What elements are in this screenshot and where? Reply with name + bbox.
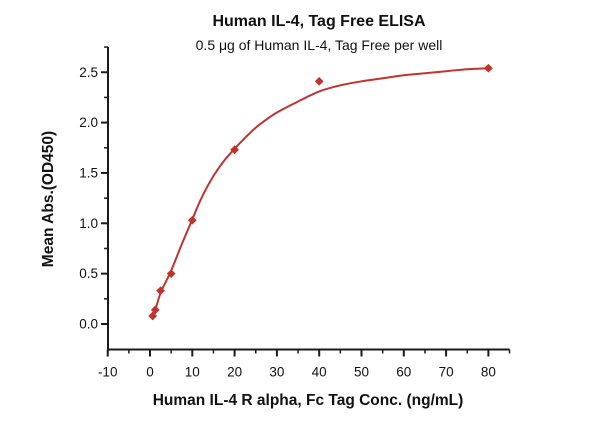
y-tick-label: 0.5 (79, 266, 98, 281)
axes (101, 46, 511, 357)
data-point-marker (150, 305, 160, 315)
x-tick-label: 20 (227, 365, 242, 380)
data-point-marker (230, 145, 239, 155)
y-tick-label: 0.0 (79, 317, 98, 332)
y-axis-title: Mean Abs.(OD450) (40, 131, 57, 267)
x-tick-label: 30 (269, 365, 284, 380)
x-tick-label: 10 (185, 365, 200, 380)
data-point-marker (484, 63, 493, 73)
x-axis-title: Human IL-4 R alpha, Fc Tag Conc. (ng/mL) (153, 392, 464, 409)
y-tick-label: 1.0 (79, 216, 98, 231)
x-tick-label: -10 (98, 365, 118, 380)
x-tick-label: 50 (354, 365, 369, 380)
fit-curve-line (151, 67, 490, 319)
y-tick-label: 1.5 (79, 165, 98, 180)
data-point-marker (156, 286, 165, 296)
data-points (148, 63, 493, 321)
x-tick-label: 0 (146, 365, 154, 380)
data-point-marker (166, 269, 176, 279)
y-tick-label: 2.5 (79, 65, 98, 80)
data-point-marker (314, 76, 324, 86)
tick-labels: -10 0 10 20 30 40 50 60 70 80 0.0 0.5 1.0 1.5 2.0 2.5 (79, 65, 496, 380)
data-point-marker (187, 215, 197, 225)
x-tick-label: 80 (481, 365, 496, 380)
chart-title: Human IL-4, Tag Free ELISA (212, 13, 426, 30)
chart-subtitle: 0.5 μg of Human IL-4, Tag Free per well (196, 37, 443, 53)
x-tick-label: 40 (312, 365, 327, 380)
x-tick-label: 60 (396, 365, 411, 380)
y-tick-label: 2.0 (79, 115, 98, 130)
x-tick-label: 70 (439, 365, 454, 380)
